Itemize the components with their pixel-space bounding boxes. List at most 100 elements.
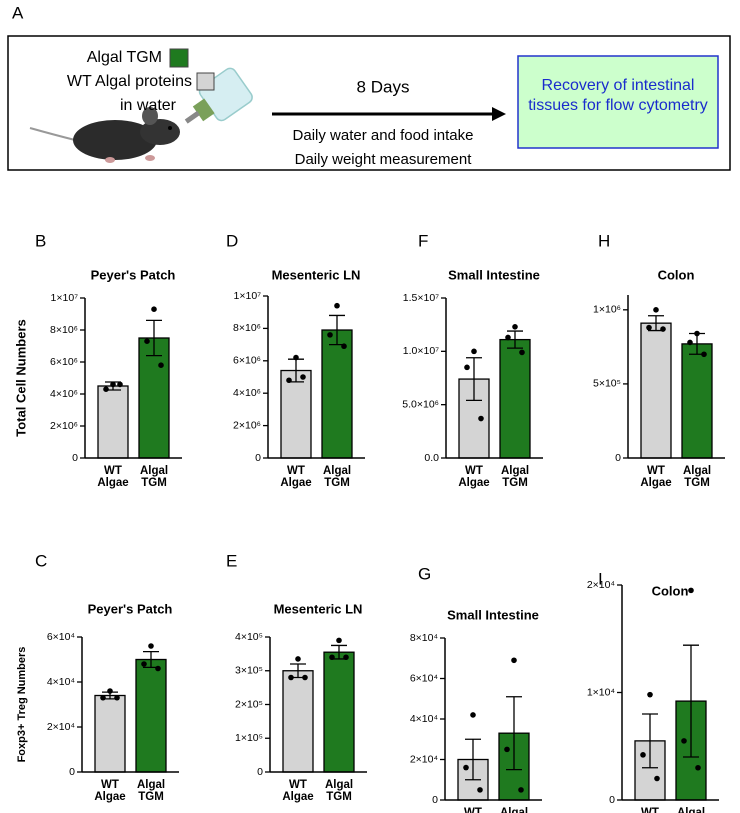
y-axis-label: Total Cell Numbers xyxy=(13,319,28,437)
x-tick-label: Algal TGM xyxy=(136,779,166,804)
chart-title: Mesenteric LN xyxy=(274,601,363,616)
panel-letter: I xyxy=(598,569,603,588)
data-point xyxy=(519,349,525,356)
data-point xyxy=(300,374,306,380)
x-tick-label: WT Algae xyxy=(97,465,129,490)
legend-swatch xyxy=(196,72,215,91)
y-tick-label: 0 xyxy=(609,794,615,806)
panel-a-box xyxy=(7,35,731,171)
data-point xyxy=(117,381,123,388)
legend-note: in water xyxy=(120,97,177,114)
y-tick-label: 6×10⁴ xyxy=(410,672,438,684)
data-point xyxy=(148,643,154,649)
x-tick-label: Algal TGM xyxy=(682,465,712,490)
data-point xyxy=(654,775,660,782)
data-point xyxy=(653,307,659,313)
x-tick-label: WT Algae xyxy=(282,779,314,804)
x-tick-label: Algal TGM xyxy=(324,779,354,804)
y-tick-label: 1.0×10⁷ xyxy=(403,345,439,357)
y-tick-label: 4×10⁶ xyxy=(50,388,78,400)
y-tick-label: 2×10⁴ xyxy=(587,579,615,591)
y-tick-label: 2×10⁵ xyxy=(235,698,263,710)
data-point xyxy=(518,787,524,793)
data-point xyxy=(100,694,106,701)
bar xyxy=(681,343,713,459)
bar xyxy=(94,694,126,773)
data-point xyxy=(701,351,707,358)
bar xyxy=(640,322,672,459)
y-tick-label: 4×10⁴ xyxy=(410,713,438,725)
y-tick-label: 1×10⁷ xyxy=(51,292,79,304)
legend-label: WT Algal proteins xyxy=(67,73,192,90)
arrow-label: 8 Days xyxy=(357,77,410,96)
data-point xyxy=(155,665,161,672)
y-tick-label: 2×10⁴ xyxy=(47,721,75,733)
panel-letter: A xyxy=(12,3,24,22)
bar xyxy=(280,369,312,459)
y-tick-label: 0 xyxy=(255,452,261,464)
bar xyxy=(135,658,167,773)
legend-label: Algal TGM xyxy=(87,49,162,66)
panel-letter: E xyxy=(226,551,237,570)
chart-title: Peyer's Patch xyxy=(88,601,173,616)
x-tick-label: Algal TGM xyxy=(676,807,706,813)
x-tick-label: WT Algae xyxy=(280,465,312,490)
data-point xyxy=(646,324,652,331)
data-point xyxy=(141,661,147,667)
data-point xyxy=(681,738,687,744)
outcome-box xyxy=(517,55,719,149)
data-point xyxy=(477,787,483,793)
bar xyxy=(321,329,353,459)
x-tick-label: Algal TGM xyxy=(322,465,352,490)
bar xyxy=(282,670,314,773)
panel-letter: G xyxy=(418,564,431,583)
error-bar xyxy=(683,644,699,758)
data-point xyxy=(334,302,340,309)
data-point xyxy=(512,324,518,330)
panel-letter: H xyxy=(598,231,610,250)
data-point xyxy=(688,587,694,594)
data-point xyxy=(640,752,646,758)
chart-title: Colon xyxy=(652,583,689,598)
y-tick-label: 4×10⁴ xyxy=(47,676,75,688)
note: Daily weight measurement xyxy=(295,151,473,168)
data-point xyxy=(464,364,470,371)
x-tick-label: Algal TGM xyxy=(499,807,529,813)
data-point xyxy=(511,657,517,664)
y-tick-label: 6×10⁶ xyxy=(233,355,261,367)
data-point xyxy=(687,339,693,346)
data-point xyxy=(504,746,510,753)
y-tick-label: 0 xyxy=(257,766,263,778)
y-tick-label: 0 xyxy=(69,766,75,778)
y-tick-label: 4×10⁶ xyxy=(233,387,261,399)
data-point xyxy=(463,764,469,771)
chart-title: Small Intestine xyxy=(448,267,540,282)
data-point xyxy=(694,330,700,337)
y-tick-label: 8×10⁴ xyxy=(410,632,438,644)
y-tick-label: 2×10⁶ xyxy=(50,420,78,432)
bar xyxy=(97,385,129,459)
x-tick-label: WT Algae xyxy=(94,779,126,804)
y-tick-label: 1.5×10⁷ xyxy=(403,292,439,304)
data-point xyxy=(144,338,150,345)
panel-letter: B xyxy=(35,231,46,250)
bar xyxy=(458,378,490,459)
y-tick-label: 6×10⁶ xyxy=(50,356,78,368)
data-point xyxy=(295,656,301,662)
y-tick-label: 0 xyxy=(432,794,438,806)
chart-title: Colon xyxy=(658,267,695,282)
bar xyxy=(323,651,355,773)
data-point xyxy=(505,334,511,341)
mouse-illustration xyxy=(29,107,180,163)
data-point xyxy=(471,348,477,355)
panel-letter: F xyxy=(418,231,428,250)
data-point xyxy=(336,637,342,644)
x-tick-label: WT Algae xyxy=(458,465,490,490)
y-tick-label: 8×10⁶ xyxy=(50,324,78,336)
x-tick-label: WT Algae xyxy=(641,807,659,813)
y-tick-label: 2×10⁴ xyxy=(410,753,438,765)
data-point xyxy=(470,712,476,718)
data-point xyxy=(288,674,294,681)
